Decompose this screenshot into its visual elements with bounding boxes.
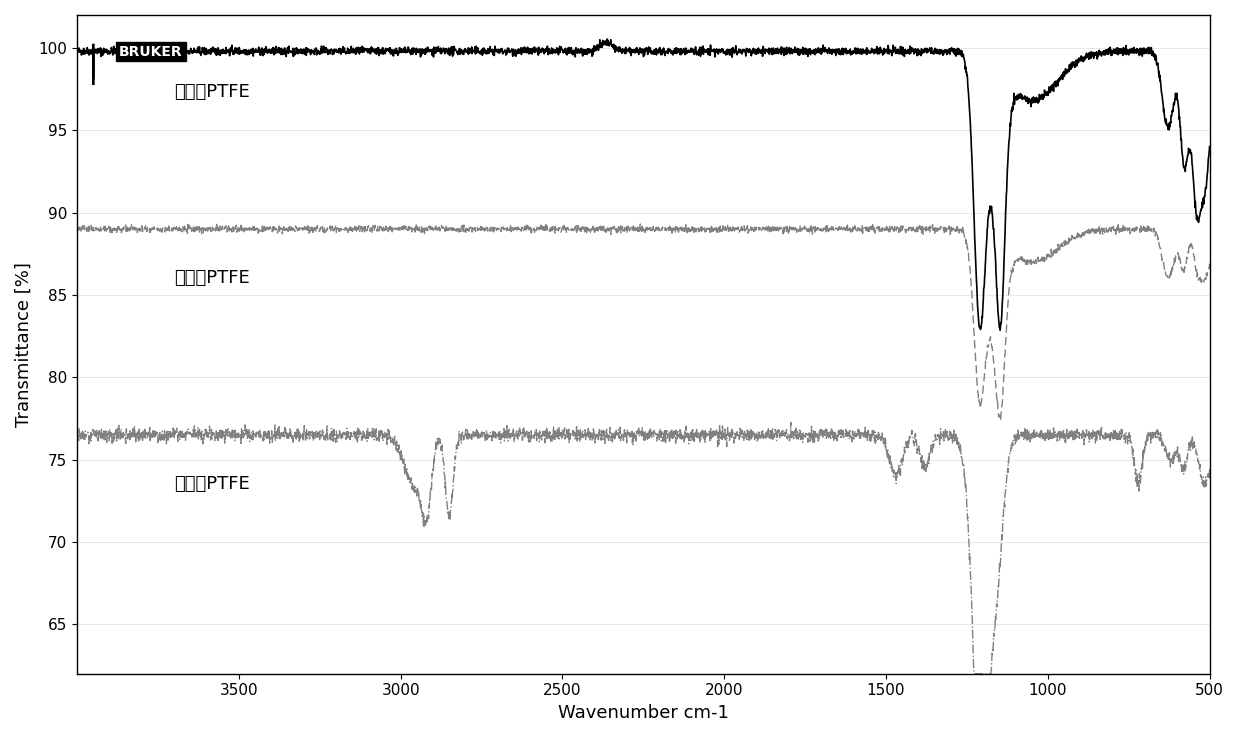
Text: 含石蜡PTFE: 含石蜡PTFE xyxy=(175,475,250,493)
Text: 对比纼PTFE: 对比纼PTFE xyxy=(175,270,250,287)
Y-axis label: Transmittance [%]: Transmittance [%] xyxy=(15,262,33,427)
X-axis label: Wavenumber cm-1: Wavenumber cm-1 xyxy=(558,704,729,722)
Text: BRUKER: BRUKER xyxy=(119,45,183,59)
Text: 抽提后PTFE: 抽提后PTFE xyxy=(175,83,250,102)
